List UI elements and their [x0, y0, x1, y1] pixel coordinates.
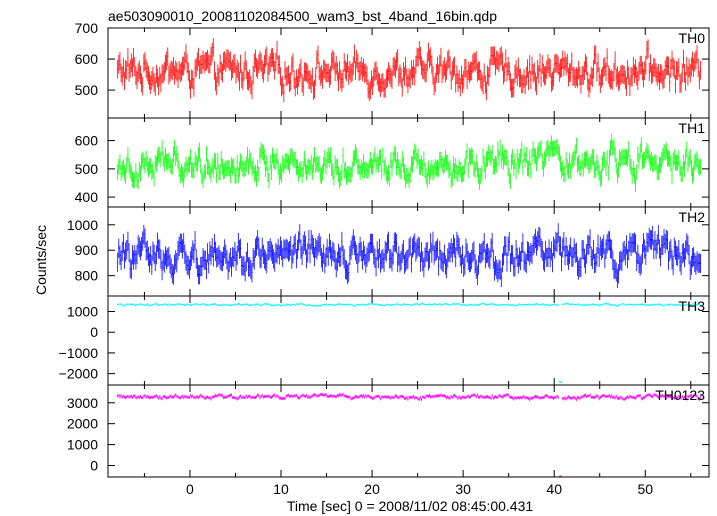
data-steps: [117, 232, 702, 279]
x-tick-label: 0: [186, 481, 194, 497]
y-tick-label: −2000: [59, 366, 99, 382]
series-th0: [117, 38, 702, 103]
y-tick-label: −1000: [59, 345, 99, 361]
y-tick-label: 1000: [67, 304, 98, 320]
y-tick-label: 400: [75, 189, 99, 205]
y-tick-label: 900: [75, 242, 99, 258]
panel-label: TH2: [679, 209, 706, 225]
y-tick-label: 800: [75, 268, 99, 284]
y-tick-label: 500: [75, 82, 99, 98]
panel-frame: [107, 384, 710, 478]
panel-th0123: 0 1000 2000 3000 TH0123: [67, 384, 710, 478]
y-tick-label: 3000: [67, 395, 98, 411]
series-th3: [117, 302, 702, 383]
data-steps: [117, 46, 702, 94]
panel-frame: [107, 295, 710, 386]
error-bars: [117, 38, 701, 103]
y-tick-label: 600: [75, 51, 99, 67]
panels: 500 600 700 TH0 400 500 600 TH1 800 900 1000 TH2 −20…: [59, 20, 710, 478]
panel-label: TH0: [679, 30, 706, 46]
panel-label: TH1: [679, 120, 706, 136]
panel-th3: −2000 −1000 0 1000 TH3: [59, 295, 710, 386]
y-tick-label: 500: [75, 161, 99, 177]
chart-title: ae503090010_20081102084500_wam3_bst_4ban…: [108, 8, 497, 24]
series-th0123: [117, 392, 702, 477]
panel-label: TH0123: [655, 387, 705, 403]
data-steps: [117, 302, 702, 383]
x-tick-label: 20: [364, 481, 380, 497]
y-tick-label: 700: [75, 20, 99, 36]
y-tick-label: 600: [75, 133, 99, 149]
x-tick-label: 40: [546, 481, 562, 497]
error-bars: [117, 302, 701, 383]
x-axis-label: Time [sec] 0 = 2008/11/02 08:45:00.431: [287, 498, 534, 514]
panel-th0: 500 600 700 TH0: [75, 20, 710, 119]
panel-label: TH3: [679, 298, 706, 314]
x-tick-labels: 0 10 20 30 40 50: [186, 481, 653, 497]
y-tick-label: 0: [90, 458, 98, 474]
series-th1: [117, 134, 702, 193]
x-tick-label: 30: [455, 481, 471, 497]
error-bars: [117, 134, 701, 193]
y-tick-label: 0: [90, 324, 98, 340]
y-tick-label: 2000: [67, 416, 98, 432]
data-steps: [117, 393, 702, 477]
data-steps: [117, 141, 702, 185]
series-th2: [117, 223, 702, 289]
y-tick-label: 1000: [67, 217, 98, 233]
x-tick-label: 50: [637, 481, 653, 497]
error-bars: [117, 223, 701, 289]
x-tick-label: 10: [273, 481, 289, 497]
error-bars: [117, 392, 701, 477]
panel-th1: 400 500 600 TH1: [75, 117, 710, 208]
panel-th2: 800 900 1000 TH2: [67, 206, 710, 297]
y-tick-label: 1000: [67, 437, 98, 453]
y-axis-label: Counts/sec: [33, 225, 49, 295]
